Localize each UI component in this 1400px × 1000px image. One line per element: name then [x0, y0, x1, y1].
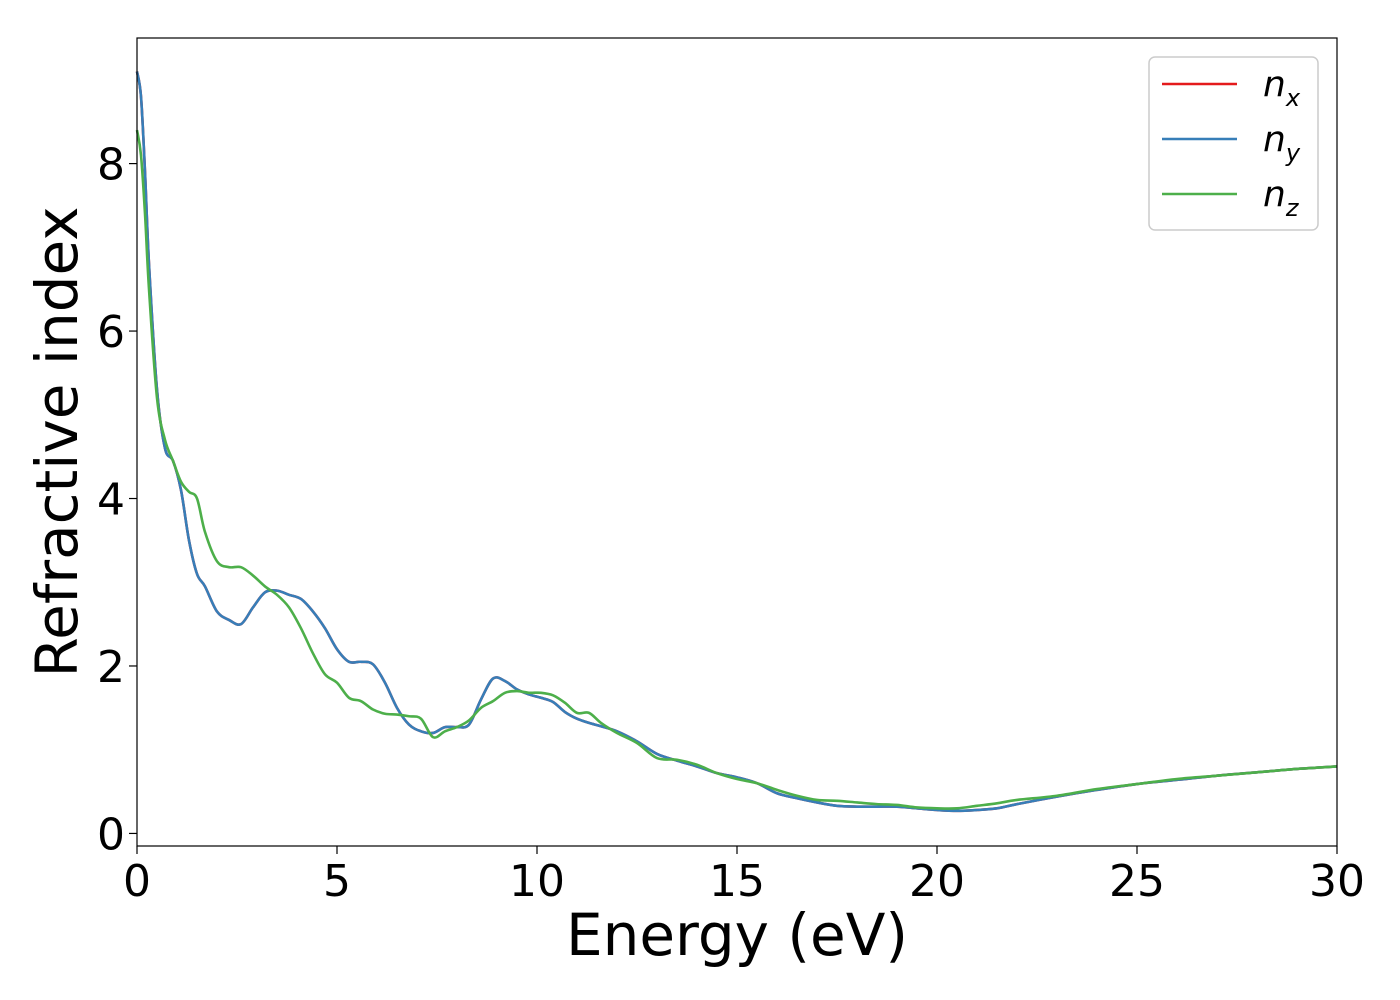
y-tick-label: 8 [97, 140, 125, 191]
legend-label-sub: y [1285, 139, 1301, 167]
legend-label-n-z: nz [1263, 174, 1300, 222]
legend-label-main: n [1263, 174, 1286, 215]
series-layer [135, 71, 1338, 813]
legend-label-sub: z [1285, 194, 1300, 222]
x-axis-title: Energy (eV) [566, 901, 908, 969]
legend-label-n-y: ny [1263, 119, 1301, 167]
y-tick-label: 0 [97, 809, 125, 860]
legend-label-main: n [1263, 64, 1286, 105]
x-tick-label: 0 [123, 856, 151, 907]
y-tick-label: 4 [97, 475, 125, 526]
legend-frame [1148, 56, 1319, 231]
series-line-n-z [135, 129, 1338, 810]
legend-label-main: n [1263, 119, 1286, 160]
legend-label-sub: x [1285, 84, 1301, 112]
y-axis-title: Refractive index [23, 206, 91, 677]
x-tick-label: 30 [1309, 856, 1365, 907]
x-tick-label: 25 [1109, 856, 1165, 907]
legend-label-n-x: nx [1263, 64, 1301, 112]
y-axis-ticks: 0 2 4 6 8 [97, 140, 137, 860]
x-tick-label: 10 [509, 856, 565, 907]
x-tick-label: 5 [323, 856, 351, 907]
series-line-n-y [135, 71, 1338, 813]
y-tick-label: 6 [97, 307, 125, 358]
x-axis-ticks: 0 5 10 15 20 25 30 [123, 846, 1365, 907]
y-tick-label: 2 [97, 642, 125, 693]
x-tick-label: 20 [909, 856, 965, 907]
x-tick-label: 15 [709, 856, 765, 907]
